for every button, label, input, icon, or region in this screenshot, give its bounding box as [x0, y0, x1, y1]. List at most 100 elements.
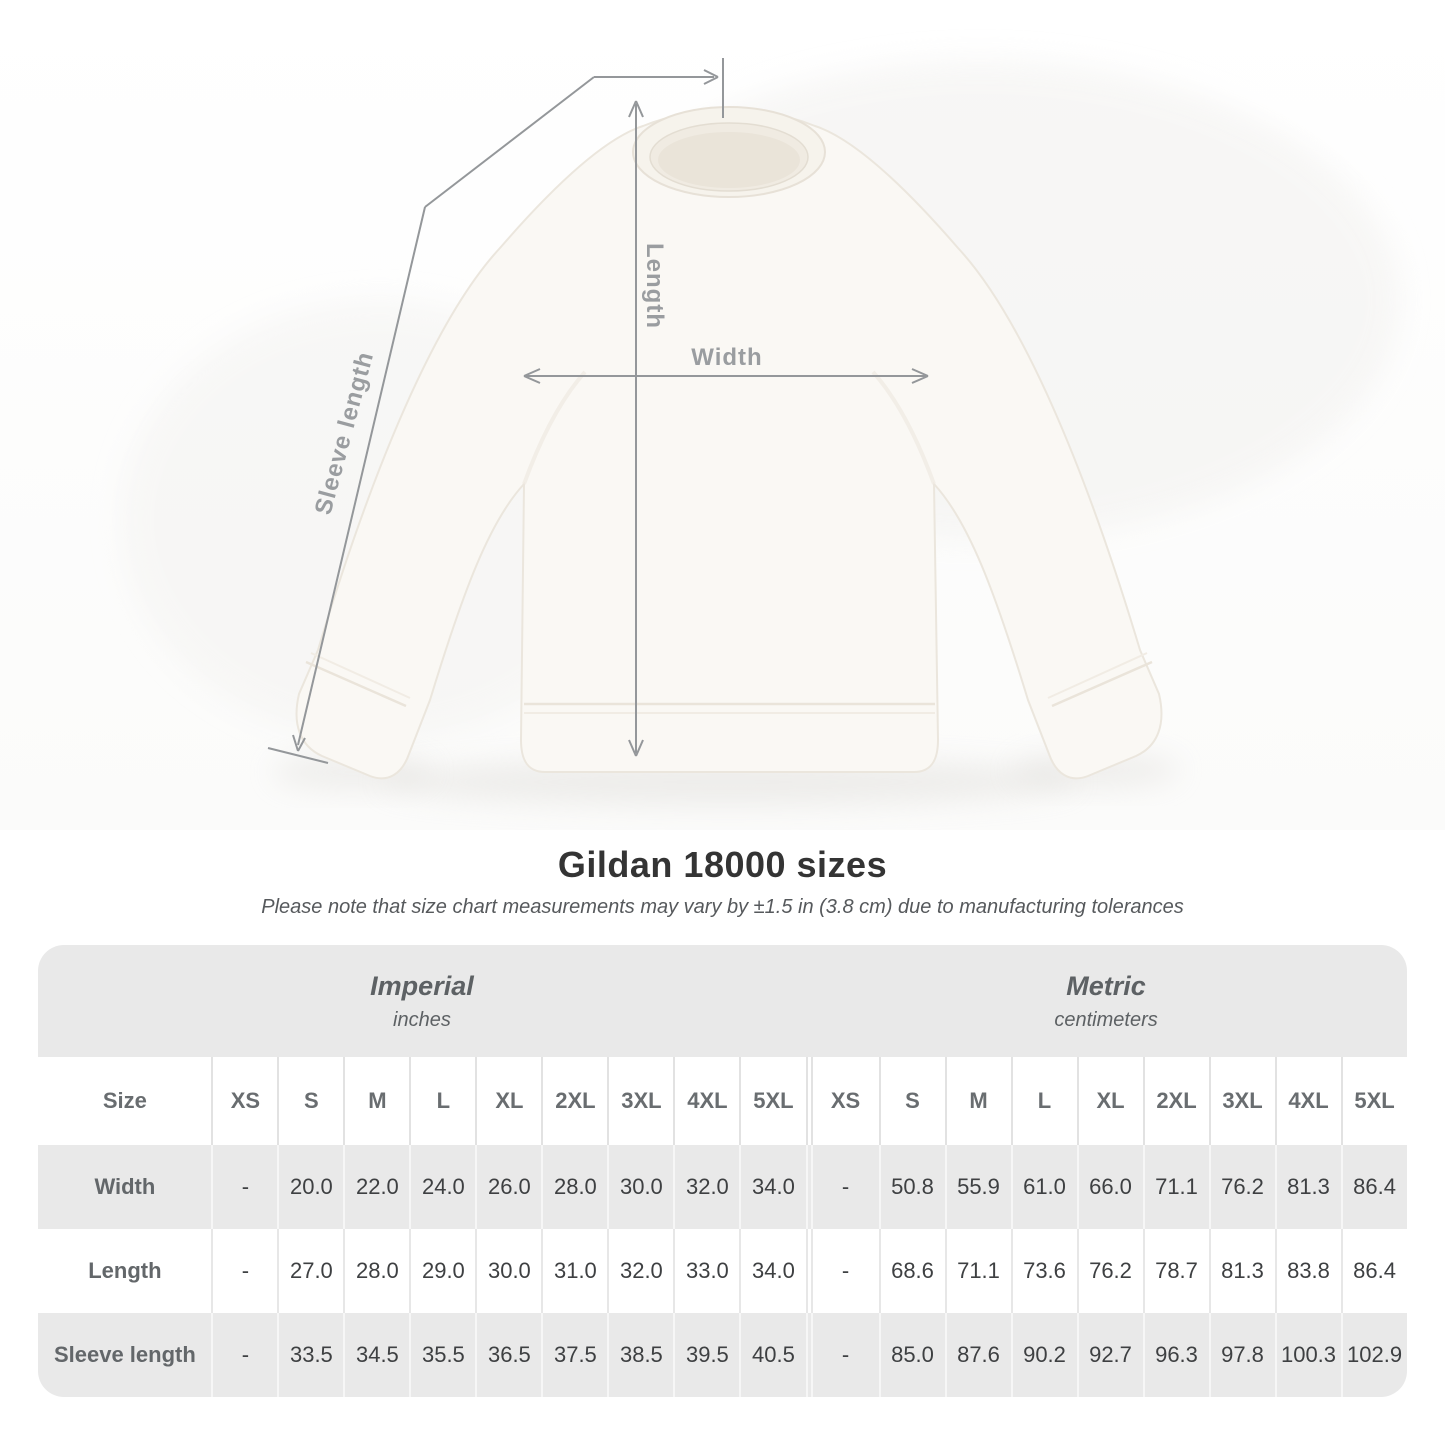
col-header: M: [944, 1057, 1011, 1145]
left-cuff-seam: [305, 660, 407, 708]
size-value-cell: 40.5: [739, 1313, 806, 1397]
size-value-cell: 24.0: [409, 1145, 476, 1229]
sweatshirt-diagram-svg: Length Width Sleeve length: [0, 0, 1445, 830]
size-value-cell: 20.0: [277, 1145, 344, 1229]
left-armpit-fold: [522, 370, 587, 485]
col-header: 5XL: [739, 1057, 806, 1145]
size-value-cell: 32.0: [607, 1229, 674, 1313]
size-value-cell: 61.0: [1010, 1145, 1077, 1229]
size-value-cell: 78.7: [1142, 1229, 1209, 1313]
left-cuff-seam-2: [310, 652, 411, 699]
size-value-cell: 30.0: [607, 1145, 674, 1229]
col-header: XS: [812, 1057, 879, 1145]
size-value-cell: 71.1: [944, 1229, 1011, 1313]
right-armpit-fold: [871, 370, 936, 485]
length-dimension-label: Length: [641, 243, 668, 329]
size-value-cell: 92.7: [1076, 1313, 1143, 1397]
page-title: Gildan 18000 sizes: [557, 844, 888, 885]
sweatshirt-measurement-diagram: Length Width Sleeve length: [0, 0, 1445, 830]
unit-band-row: Imperial inches Metric centimeters: [38, 945, 1407, 1057]
size-value-cell: 38.5: [607, 1313, 674, 1397]
col-header: S: [878, 1057, 945, 1145]
column-divider: [805, 1057, 813, 1145]
length-arrow-up: [628, 100, 644, 118]
col-header: 2XL: [1142, 1057, 1209, 1145]
unit-group-imperial: Imperial inches: [38, 945, 806, 1057]
size-value-cell: 26.0: [475, 1145, 542, 1229]
sleeve-dimension-cuff-tick: [267, 747, 329, 764]
size-value-cell: -: [211, 1229, 278, 1313]
table-row-length: Length - 27.0 28.0 29.0 30.0 31.0 32.0 3…: [38, 1229, 1407, 1313]
size-value-cell: 55.9: [944, 1145, 1011, 1229]
size-value-cell: 81.3: [1208, 1229, 1275, 1313]
size-value-cell: 73.6: [1010, 1229, 1077, 1313]
col-header: 4XL: [1274, 1057, 1341, 1145]
sweatshirt-body: [295, 108, 1163, 780]
size-value-cell: 85.0: [878, 1313, 945, 1397]
col-header: L: [409, 1057, 476, 1145]
size-value-cell: 71.1: [1142, 1145, 1209, 1229]
column-divider: [805, 1313, 813, 1397]
size-value-cell: 28.0: [343, 1229, 410, 1313]
size-table-container: Imperial inches Metric centimeters Size …: [0, 945, 1445, 1397]
length-arrow-down: [628, 739, 644, 757]
size-value-cell: 32.0: [673, 1145, 740, 1229]
row-header: Width: [38, 1145, 212, 1229]
size-value-cell: -: [211, 1313, 278, 1397]
size-value-cell: 31.0: [541, 1229, 608, 1313]
size-value-cell: 68.6: [878, 1229, 945, 1313]
size-value-cell: 81.3: [1274, 1145, 1341, 1229]
right-cuff-seam-2: [1047, 652, 1148, 699]
size-value-cell: 34.0: [739, 1145, 806, 1229]
sleeve-dimension-lower-diagonal: [297, 206, 426, 746]
size-value-cell: 76.2: [1208, 1145, 1275, 1229]
size-value-cell: 28.0: [541, 1145, 608, 1229]
col-header: 5XL: [1340, 1057, 1407, 1145]
col-header: 4XL: [673, 1057, 740, 1145]
sleeve-arrow-cuff: [292, 734, 306, 752]
size-value-cell: 90.2: [1010, 1313, 1077, 1397]
size-value-cell: 66.0: [1076, 1145, 1143, 1229]
col-header: L: [1010, 1057, 1077, 1145]
size-value-cell: 33.5: [277, 1313, 344, 1397]
col-header: XL: [1076, 1057, 1143, 1145]
col-header: XL: [475, 1057, 542, 1145]
row-header: Sleeve length: [38, 1313, 212, 1397]
size-value-cell: -: [812, 1229, 879, 1313]
size-value-cell: 37.5: [541, 1313, 608, 1397]
row-header: Length: [38, 1229, 212, 1313]
width-dimension-label: Width: [691, 344, 762, 371]
size-value-cell: 86.4: [1340, 1145, 1407, 1229]
sweatshirt-illustration: [295, 106, 1163, 780]
size-value-cell: 50.8: [878, 1145, 945, 1229]
size-value-cell: 102.9: [1340, 1313, 1407, 1397]
unit-group-metric: Metric centimeters: [805, 945, 1407, 1057]
column-divider: [805, 1145, 813, 1229]
size-value-cell: 76.2: [1076, 1229, 1143, 1313]
size-value-cell: -: [812, 1313, 879, 1397]
right-cuff-seam: [1051, 660, 1153, 708]
col-header: 3XL: [607, 1057, 674, 1145]
size-value-cell: 83.8: [1274, 1229, 1341, 1313]
size-value-cell: 29.0: [409, 1229, 476, 1313]
imperial-label: Imperial: [370, 970, 474, 1001]
size-value-cell: 100.3: [1274, 1313, 1341, 1397]
tolerance-note: Please note that size chart measurements…: [261, 896, 1184, 918]
collar-opening: [658, 132, 800, 188]
metric-unit: centimeters: [1054, 1009, 1158, 1032]
size-header-row: Size XS S M L XL 2XL 3XL 4XL 5XL XS S M …: [38, 1057, 1407, 1145]
size-value-cell: 34.0: [739, 1229, 806, 1313]
size-value-cell: 86.4: [1340, 1229, 1407, 1313]
sleeve-dimension-upper-diagonal: [424, 76, 595, 208]
size-value-cell: 87.6: [944, 1313, 1011, 1397]
size-value-cell: 34.5: [343, 1313, 410, 1397]
col-header: XS: [211, 1057, 278, 1145]
col-header: M: [343, 1057, 410, 1145]
sleeve-arrow-right: [703, 69, 719, 85]
width-arrow-left: [523, 368, 541, 384]
size-value-cell: 36.5: [475, 1313, 542, 1397]
size-value-cell: 27.0: [277, 1229, 344, 1313]
metric-label: Metric: [1066, 970, 1146, 1001]
col-header: 3XL: [1208, 1057, 1275, 1145]
